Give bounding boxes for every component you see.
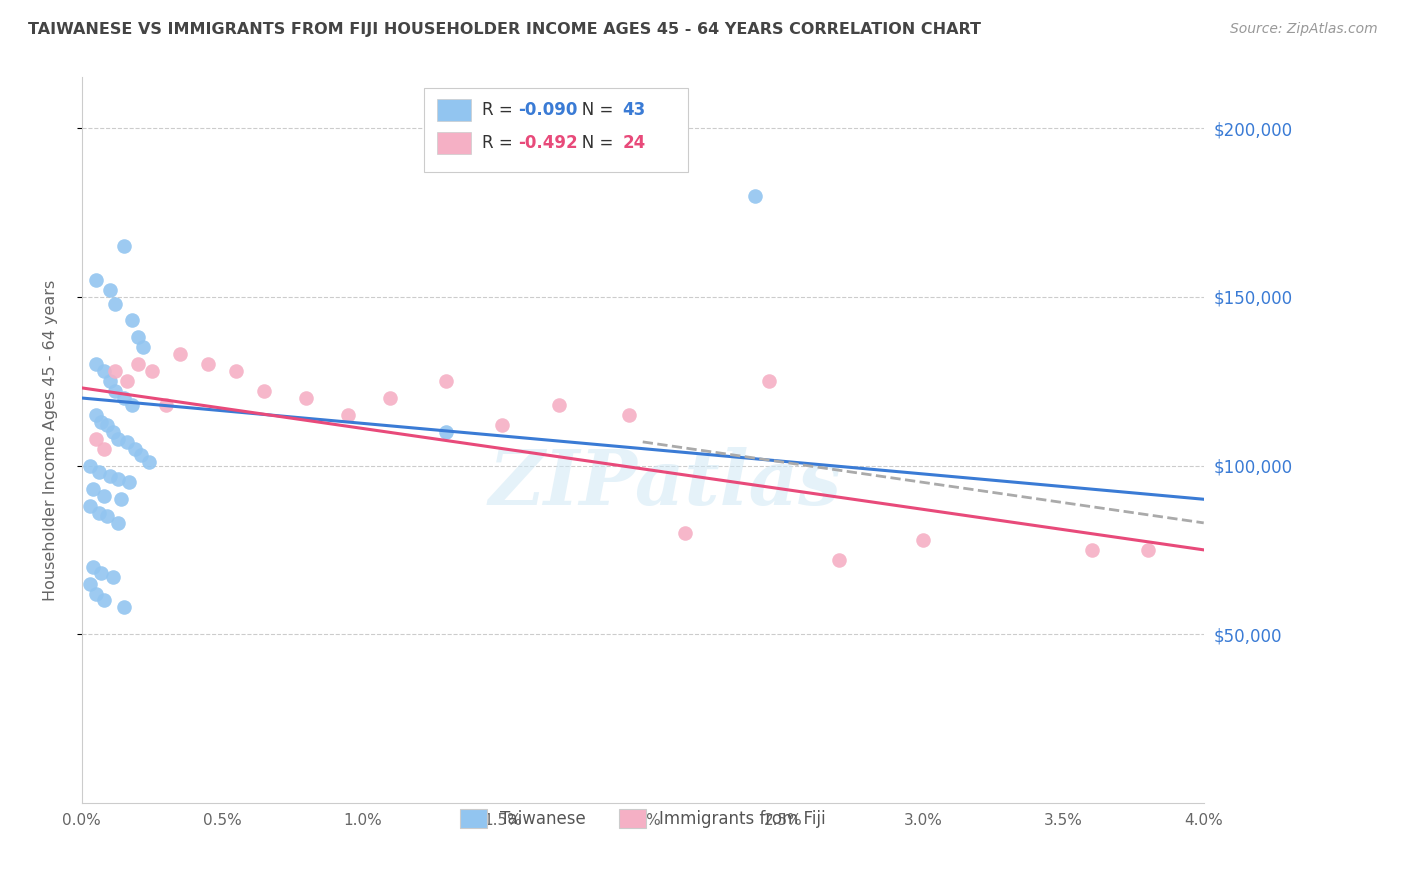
Point <box>101 425 124 439</box>
Text: R =: R = <box>482 134 519 152</box>
Point <box>744 188 766 202</box>
Point <box>107 432 129 446</box>
Text: -0.492: -0.492 <box>519 134 578 152</box>
Point <box>84 357 107 371</box>
FancyBboxPatch shape <box>437 99 471 121</box>
Point <box>547 398 569 412</box>
Point <box>132 340 155 354</box>
Text: 43: 43 <box>623 101 645 120</box>
Text: R =: R = <box>482 101 519 120</box>
Point <box>295 391 318 405</box>
Point <box>124 442 146 456</box>
Point <box>84 432 107 446</box>
Point <box>107 472 129 486</box>
Point <box>90 566 112 581</box>
Text: Source: ZipAtlas.com: Source: ZipAtlas.com <box>1230 22 1378 37</box>
Point <box>98 283 121 297</box>
Text: N =: N = <box>567 101 619 120</box>
FancyBboxPatch shape <box>425 88 688 172</box>
Point <box>828 553 851 567</box>
Point <box>491 417 513 432</box>
Text: -0.090: -0.090 <box>519 101 578 120</box>
Text: ZIPatlas: ZIPatlas <box>489 447 842 521</box>
Point <box>96 417 118 432</box>
Point <box>115 434 138 449</box>
Point <box>617 408 640 422</box>
Legend: Taiwanese, Immigrants from Fiji: Taiwanese, Immigrants from Fiji <box>453 802 832 835</box>
Point <box>84 408 107 422</box>
Point <box>82 482 104 496</box>
Point <box>380 391 402 405</box>
Point <box>93 593 115 607</box>
Point <box>87 465 110 479</box>
Point <box>79 458 101 473</box>
Point <box>82 559 104 574</box>
Point <box>98 374 121 388</box>
Point <box>673 526 696 541</box>
Point <box>104 384 127 399</box>
Point <box>101 570 124 584</box>
Point <box>434 425 457 439</box>
Point <box>112 600 135 615</box>
Point <box>337 408 360 422</box>
FancyBboxPatch shape <box>437 132 471 153</box>
Point <box>84 587 107 601</box>
Point <box>912 533 935 547</box>
Point <box>121 398 143 412</box>
Text: 24: 24 <box>623 134 645 152</box>
Point <box>1136 542 1159 557</box>
Point <box>115 374 138 388</box>
Point <box>96 509 118 524</box>
Point <box>169 347 191 361</box>
Point <box>121 313 143 327</box>
Y-axis label: Householder Income Ages 45 - 64 years: Householder Income Ages 45 - 64 years <box>44 279 58 601</box>
Point <box>225 364 247 378</box>
Point <box>112 391 135 405</box>
Point <box>127 357 149 371</box>
Point <box>127 330 149 344</box>
Point <box>107 516 129 530</box>
Point <box>93 489 115 503</box>
Point <box>104 364 127 378</box>
Point <box>79 499 101 513</box>
Point <box>129 449 152 463</box>
Point <box>93 364 115 378</box>
Point <box>434 374 457 388</box>
Point <box>197 357 219 371</box>
Point <box>758 374 780 388</box>
Point <box>118 475 141 490</box>
Point <box>110 492 132 507</box>
Text: N =: N = <box>567 134 619 152</box>
Point <box>93 442 115 456</box>
Point <box>84 273 107 287</box>
Point <box>253 384 276 399</box>
Point <box>138 455 160 469</box>
Point <box>87 506 110 520</box>
Point <box>112 239 135 253</box>
Point <box>141 364 163 378</box>
Point <box>90 415 112 429</box>
Point <box>1080 542 1102 557</box>
Point <box>104 296 127 310</box>
Point <box>79 576 101 591</box>
Text: TAIWANESE VS IMMIGRANTS FROM FIJI HOUSEHOLDER INCOME AGES 45 - 64 YEARS CORRELAT: TAIWANESE VS IMMIGRANTS FROM FIJI HOUSEH… <box>28 22 981 37</box>
Point <box>98 468 121 483</box>
Point <box>155 398 177 412</box>
